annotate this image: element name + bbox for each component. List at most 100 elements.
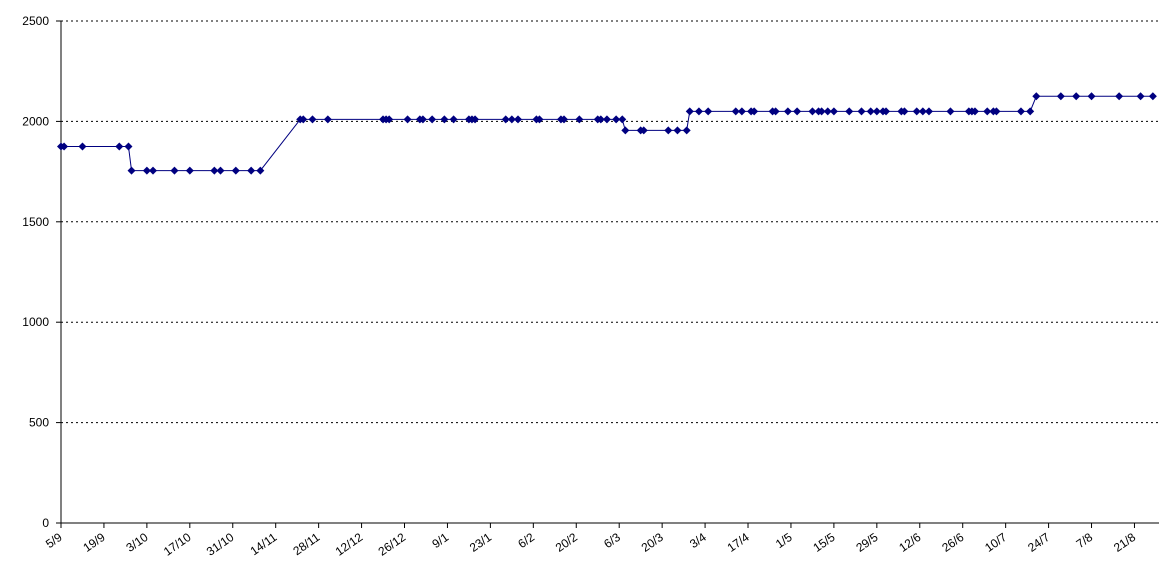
marker <box>685 107 694 116</box>
x-tick-label: 3/4 <box>687 530 709 551</box>
marker <box>170 166 179 175</box>
marker <box>535 115 544 124</box>
x-tick-label: 6/3 <box>601 530 623 551</box>
marker <box>731 107 740 116</box>
marker <box>704 107 713 116</box>
x-tick-label: 28/11 <box>290 530 322 558</box>
marker <box>845 107 854 116</box>
x-tick-label: 6/2 <box>515 530 537 551</box>
x-tick-label: 17/4 <box>725 530 752 555</box>
y-tick-label: 1500 <box>22 215 49 229</box>
marker <box>471 115 480 124</box>
marker <box>559 115 568 124</box>
x-tick-label: 31/10 <box>204 530 237 559</box>
marker <box>783 107 792 116</box>
x-tick-label: 15/5 <box>810 530 837 555</box>
marker <box>612 115 621 124</box>
y-tick-label: 2000 <box>22 114 49 128</box>
x-tick-label: 19/9 <box>80 530 107 555</box>
marker <box>1136 92 1145 101</box>
marker <box>793 107 802 116</box>
marker <box>115 142 124 151</box>
marker <box>1072 92 1081 101</box>
marker <box>694 107 703 116</box>
marker <box>823 107 832 116</box>
marker <box>621 126 630 135</box>
marker <box>817 107 826 116</box>
marker <box>513 115 522 124</box>
marker <box>1087 92 1096 101</box>
marker <box>247 166 256 175</box>
x-tick-label: 12/6 <box>896 530 923 555</box>
x-tick-label: 1/5 <box>773 530 795 551</box>
x-tick-label: 26/6 <box>939 530 966 555</box>
x-tick-label: 20/3 <box>639 530 666 555</box>
marker <box>418 115 427 124</box>
marker <box>602 115 611 124</box>
marker <box>449 115 458 124</box>
marker <box>1026 107 1035 116</box>
marker <box>501 115 510 124</box>
marker <box>639 126 648 135</box>
marker <box>750 107 759 116</box>
marker <box>1056 92 1065 101</box>
marker <box>507 115 516 124</box>
marker <box>385 115 394 124</box>
x-tick-label: 26/12 <box>376 530 409 559</box>
marker <box>664 126 673 135</box>
x-tick-label: 7/8 <box>1074 530 1096 551</box>
marker <box>912 107 921 116</box>
marker <box>918 107 927 116</box>
marker <box>673 126 682 135</box>
marker <box>78 142 87 151</box>
marker <box>142 166 151 175</box>
marker <box>771 107 780 116</box>
marker <box>323 115 332 124</box>
marker <box>1016 107 1025 116</box>
marker <box>596 115 605 124</box>
marker <box>216 166 225 175</box>
x-tick-label: 10/7 <box>982 530 1009 555</box>
marker <box>575 115 584 124</box>
marker <box>124 142 133 151</box>
y-tick-label: 2500 <box>22 14 49 28</box>
x-tick-label: 9/1 <box>429 530 451 551</box>
y-tick-label: 500 <box>29 416 49 430</box>
marker <box>983 107 992 116</box>
marker <box>682 126 691 135</box>
marker <box>185 166 194 175</box>
marker <box>210 166 219 175</box>
marker <box>299 115 308 124</box>
marker <box>149 166 158 175</box>
x-tick-label: 20/2 <box>553 530 580 555</box>
marker <box>857 107 866 116</box>
marker <box>829 107 838 116</box>
marker <box>440 115 449 124</box>
marker <box>60 142 69 151</box>
marker <box>882 107 891 116</box>
x-tick-label: 23/1 <box>467 530 494 555</box>
marker <box>866 107 875 116</box>
marker <box>924 107 933 116</box>
x-tick-label: 14/11 <box>248 530 280 558</box>
marker <box>231 166 240 175</box>
marker <box>992 107 1001 116</box>
x-tick-label: 21/8 <box>1111 530 1138 555</box>
x-tick-label: 17/10 <box>161 530 194 559</box>
y-tick-label: 0 <box>42 516 49 530</box>
marker <box>127 166 136 175</box>
x-tick-label: 12/12 <box>333 530 366 559</box>
series-line <box>61 95 1153 172</box>
marker <box>428 115 437 124</box>
marker <box>308 115 317 124</box>
y-tick-label: 1000 <box>22 315 49 329</box>
marker <box>872 107 881 116</box>
marker <box>256 166 265 175</box>
marker <box>1032 92 1041 101</box>
x-tick-label: 5/9 <box>43 530 65 551</box>
marker <box>1148 92 1157 101</box>
marker <box>808 107 817 116</box>
marker <box>403 115 412 124</box>
marker <box>970 107 979 116</box>
